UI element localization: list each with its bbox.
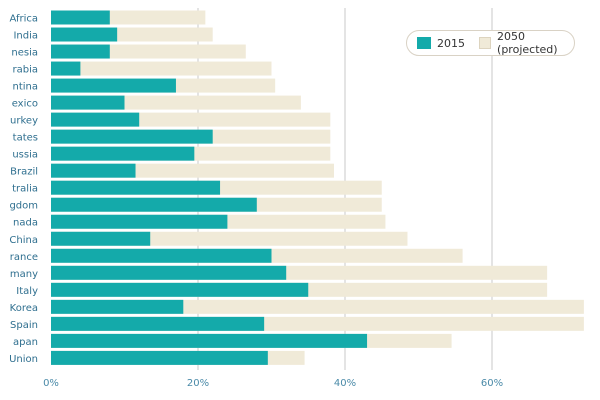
bar-2015 (51, 299, 184, 314)
series-2015-bars (51, 10, 368, 365)
category-label: apan (13, 337, 38, 348)
bar-2015 (51, 231, 151, 246)
bar-2015 (51, 248, 272, 263)
legend-swatch-2015 (417, 37, 431, 49)
legend-item-2050: 2050 (projected) (479, 30, 574, 56)
bar-2015 (51, 265, 287, 280)
category-label: Spain (10, 320, 38, 331)
x-tick-label: 20% (187, 378, 209, 389)
category-label: ussia (12, 150, 38, 161)
category-label: urkey (10, 116, 38, 127)
bar-2015 (51, 197, 257, 212)
bar-2015 (51, 146, 195, 161)
bar-2015 (51, 27, 118, 42)
category-label: rance (10, 252, 38, 263)
category-label: Italy (16, 286, 38, 297)
category-label: tralia (12, 184, 38, 195)
bar-2015 (51, 78, 176, 93)
bar-2015 (51, 350, 268, 365)
bar-2050 (51, 61, 272, 76)
bar-2015 (51, 129, 213, 144)
bar-2015 (51, 61, 81, 76)
category-labels: Africa India nesia rabia ntina exico urkey tate… (9, 14, 38, 365)
bar-2050 (51, 299, 584, 314)
category-label: gdom (9, 201, 38, 212)
bar-2015 (51, 333, 368, 348)
bar-2015 (51, 180, 221, 195)
bar-2015 (51, 316, 265, 331)
category-label: India (13, 31, 38, 42)
bar-2015 (51, 282, 309, 297)
category-label: Union (9, 354, 38, 365)
bar-2015 (51, 163, 136, 178)
category-label: rabia (13, 65, 39, 76)
x-tick-label: 40% (334, 378, 356, 389)
category-label: many (10, 269, 38, 280)
category-label: Korea (10, 303, 38, 314)
legend-item-2015: 2015 (417, 37, 465, 50)
category-label: tates (13, 133, 38, 144)
category-label: ntina (12, 82, 38, 93)
legend-label-2050: 2050 (projected) (497, 30, 558, 56)
category-label: exico (12, 99, 38, 110)
chart-legend: 2015 2050 (projected) (406, 30, 575, 56)
legend-swatch-2050 (479, 37, 492, 49)
bar-2015 (51, 44, 110, 59)
bar-2015 (51, 214, 228, 229)
bar-2015 (51, 95, 125, 110)
category-label: nada (13, 218, 38, 229)
x-tick-labels: 0% 20% 40% 60% (43, 378, 503, 389)
category-label: China (9, 235, 38, 246)
category-label: nesia (11, 48, 38, 59)
bar-2015 (51, 112, 140, 127)
category-label: Africa (9, 14, 38, 25)
x-tick-label: 60% (481, 378, 503, 389)
legend-label-2015: 2015 (437, 36, 465, 50)
x-tick-label: 0% (43, 378, 59, 389)
category-label: Brazil (10, 167, 38, 178)
bar-2015 (51, 10, 110, 25)
